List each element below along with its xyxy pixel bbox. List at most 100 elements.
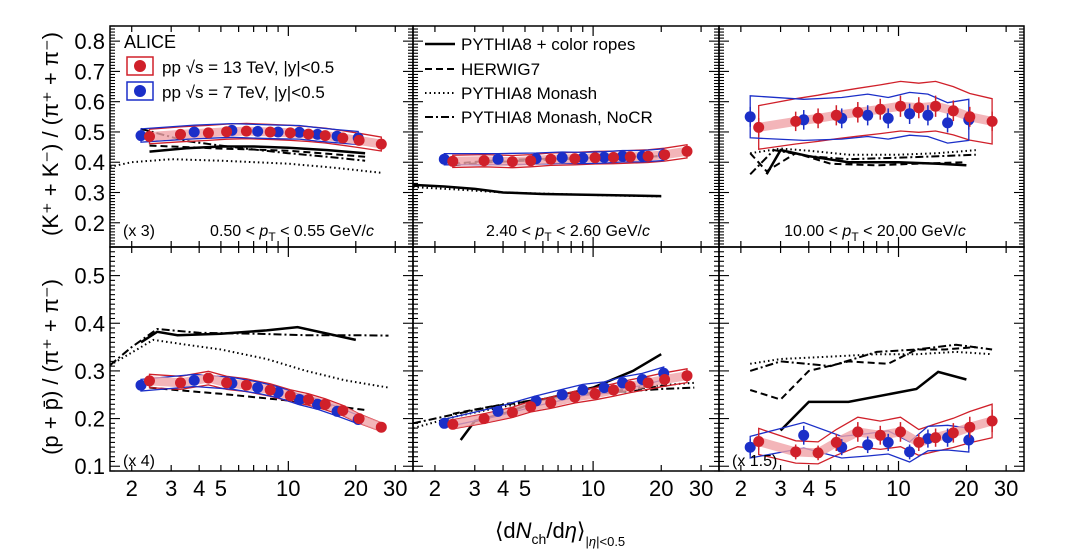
data-13tev-point: [240, 379, 252, 391]
data-13tev-point: [964, 111, 976, 123]
data-13tev-point: [874, 429, 886, 441]
panel-frame: [718, 246, 1025, 472]
data-13tev-point: [986, 415, 998, 427]
data-13tev-point: [895, 100, 906, 112]
data-7tev-point: [598, 382, 610, 394]
data-7tev-point: [135, 130, 147, 142]
scale-label: (x 3): [123, 223, 155, 240]
data-7tev-point: [438, 153, 450, 165]
model-curve-solid: [412, 183, 662, 198]
x-tick-label: 3: [165, 476, 177, 501]
data-13tev-point: [264, 384, 276, 396]
data-7tev-point: [798, 429, 810, 441]
data-13tev-point: [447, 418, 459, 430]
data-13tev-point: [353, 413, 365, 425]
data-7tev-point: [556, 152, 568, 164]
data-13tev-point: [284, 127, 296, 139]
y-tick-label: 0.6: [74, 90, 105, 115]
data-7tev-point: [188, 126, 200, 138]
data-13tev-point: [589, 388, 601, 400]
model-curve-dotted: [109, 158, 382, 174]
data-13tev-point: [478, 155, 490, 167]
x-tick-label: 20: [954, 476, 978, 501]
data-13tev-point: [545, 397, 557, 409]
data-13tev-point: [874, 103, 886, 115]
data-13tev-point: [930, 432, 942, 444]
x-tick-label: 30: [689, 476, 713, 501]
data-7tev-point: [963, 434, 975, 446]
data-13tev-point: [175, 377, 186, 389]
panel-1: 2.40 < pT < 2.60 GeV/c: [412, 25, 720, 248]
data-13tev-point: [545, 153, 557, 165]
legend-dashdot-label: PYTHIA8 Monash, NoCR: [461, 108, 653, 127]
data-7tev-point: [882, 112, 894, 124]
x-tick-label: 3: [774, 476, 786, 501]
data-13tev-point: [284, 390, 296, 402]
data-13tev-point: [947, 427, 959, 439]
data-7tev-point: [438, 417, 450, 429]
data-13tev-point: [790, 446, 802, 458]
data-13tev-point: [221, 126, 233, 138]
data-7tev-point: [272, 126, 284, 138]
experiment-label: ALICE: [124, 32, 176, 52]
y-tick-label: 0.8: [74, 29, 105, 54]
panels-layer: 0.2 0.3 0.4 0.5 0.6 0.7 0.8 (x 3) 0.50 < pT < 0.…: [74, 25, 1025, 501]
data-13tev-point: [659, 149, 671, 161]
data-13tev-point: [681, 145, 693, 157]
data-13tev-point: [812, 447, 824, 459]
legend-solid-label: PYTHIA8 + color ropes: [461, 35, 635, 54]
data-13tev-point: [478, 413, 490, 425]
data-13tev-point: [852, 106, 864, 118]
data-13tev-point: [913, 102, 925, 114]
x-tick-label: 10: [276, 476, 300, 501]
band-7tev: [749, 91, 970, 144]
data-7tev-point: [942, 117, 954, 129]
data-13tev-point: [375, 421, 387, 433]
band-13tev: [758, 403, 993, 465]
pt-range-label: 2.40 < pT < 2.60 GeV/c: [486, 223, 650, 244]
data-7tev-point: [598, 151, 610, 163]
model-curve-solid: [149, 145, 366, 155]
band-13tev: [148, 122, 382, 152]
data-7tev-point: [744, 111, 756, 123]
legend-models: PYTHIA8 + color ropes HERWIG7 PYTHIA8 Mo…: [425, 35, 653, 127]
data-7tev-point: [862, 109, 874, 121]
data-13tev-point: [144, 131, 155, 142]
x-tick-label: 30: [383, 476, 407, 501]
x-tick-label: 2: [429, 476, 441, 501]
legend-7tev-marker: [134, 85, 146, 97]
data-13tev-point: [830, 109, 842, 121]
data-13tev-point: [624, 380, 636, 392]
data-13tev-point: [569, 391, 581, 403]
data-13tev-point: [812, 112, 824, 124]
data-13tev-point: [986, 115, 998, 127]
data-13tev-point: [947, 105, 959, 117]
data-13tev-point: [506, 406, 518, 418]
y-tick-label: 0.3: [74, 181, 105, 206]
panel-2: 10.00 < pT < 20.00 GeV/c: [718, 25, 1025, 248]
data-13tev-point: [175, 128, 186, 140]
data-13tev-point: [506, 156, 518, 168]
data-13tev-point: [319, 398, 331, 410]
data-13tev-point: [930, 100, 942, 112]
data-7tev-point: [293, 394, 305, 405]
scale-label: (x 4): [123, 453, 155, 470]
legend-13tev-marker: [134, 60, 146, 72]
data-7tev-point: [252, 125, 264, 137]
model-curve-dotted: [750, 350, 993, 365]
y-tick-label: 0.3: [74, 359, 105, 384]
data-13tev-point: [624, 151, 636, 163]
model-curve-dashed: [749, 346, 976, 401]
y-tick-label: 0.5: [74, 264, 105, 289]
data-7tev-point: [188, 374, 200, 386]
x-axis-title: ⟨dNch/dη⟩|η|<0.5: [495, 518, 625, 549]
data-13tev-point: [852, 426, 864, 438]
pt-range-label: 0.50 < pT < 0.55 GeV/c: [210, 223, 374, 244]
panel-5: 2 3 4 5 10 20 30 (x 1.5): [718, 246, 1025, 501]
data-7tev-point: [862, 439, 874, 451]
scale-label: (x 1.5): [732, 453, 777, 470]
data-13tev-point: [353, 134, 365, 146]
data-13tev-point: [753, 121, 765, 133]
x-tick-label: 30: [994, 476, 1018, 501]
